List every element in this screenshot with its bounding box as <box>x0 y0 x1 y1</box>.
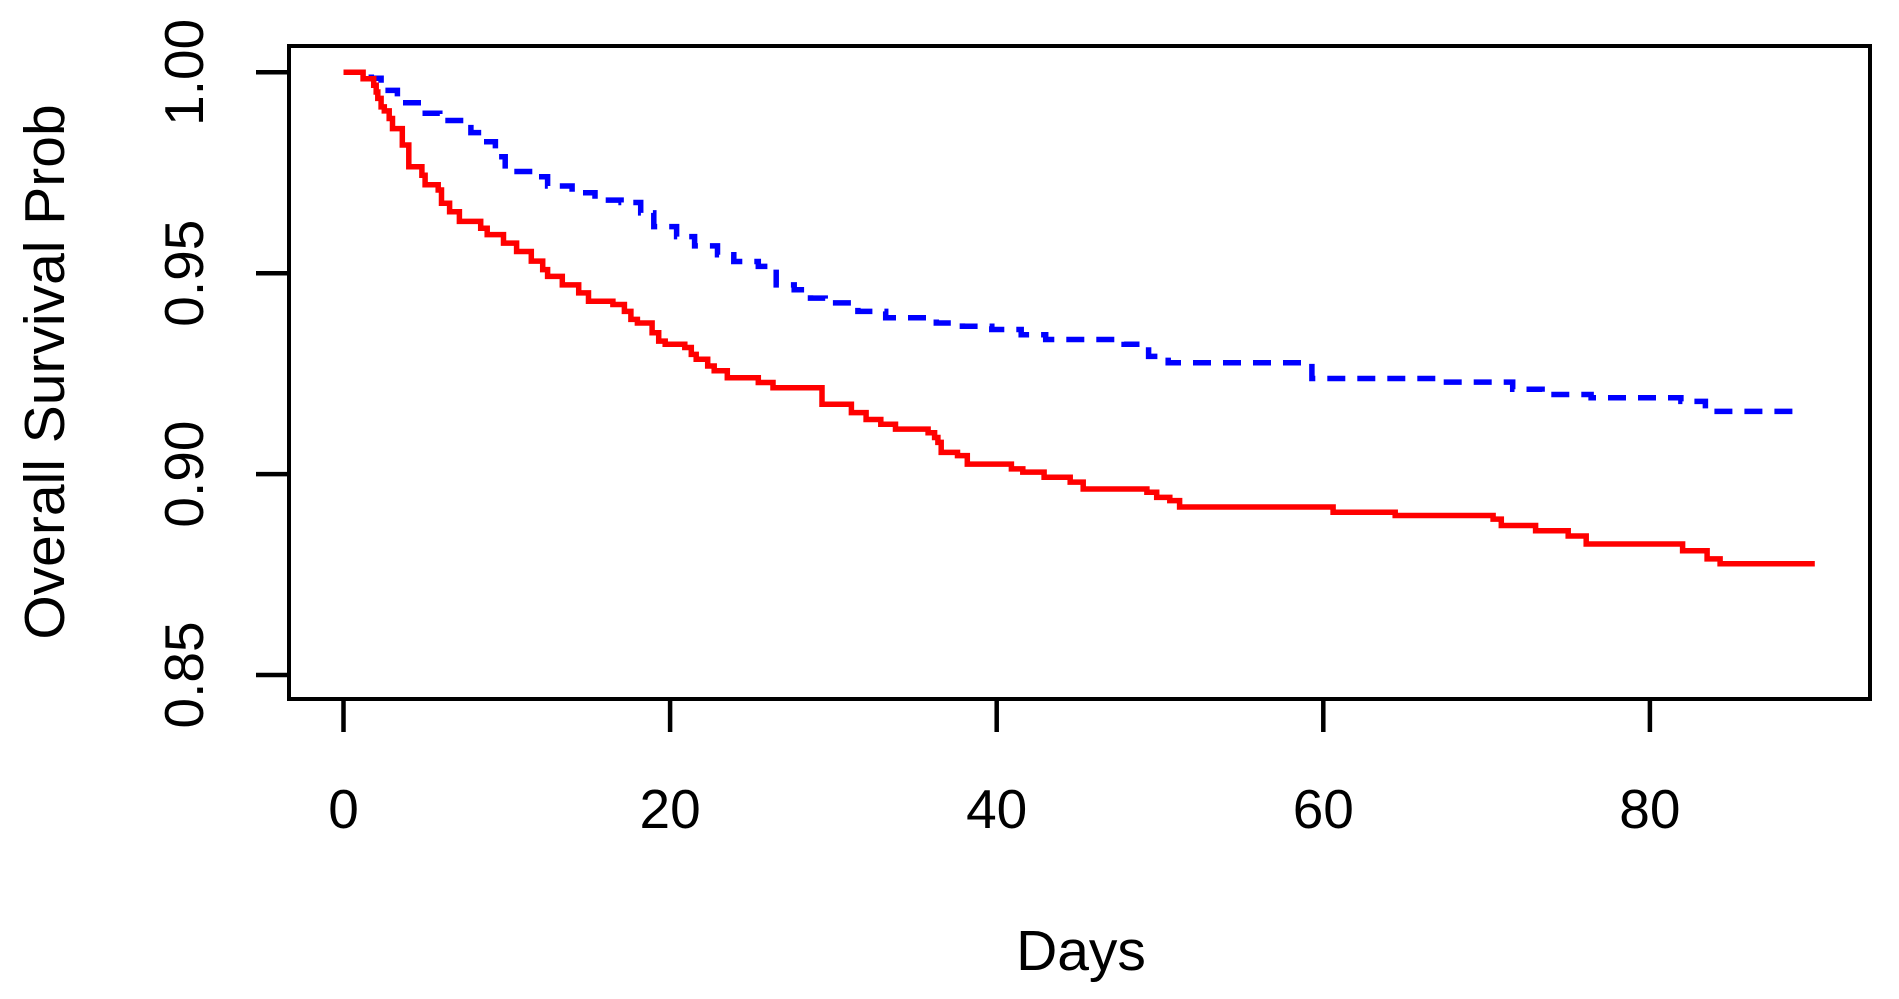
x-axis-tick-label: 40 <box>966 778 1027 840</box>
blue-dashed-survival-curve <box>343 69 1804 415</box>
x-axis-tick-label: 20 <box>640 778 701 840</box>
x-axis-tick-labels: 0 20 40 60 80 <box>328 778 1680 840</box>
y-axis-ticks <box>256 70 289 678</box>
y-axis-tick-label: 1.00 <box>153 19 215 126</box>
x-axis-tick-label: 0 <box>328 778 359 840</box>
y-axis-tick-label: 0.95 <box>153 220 215 327</box>
x-axis-tick-label: 60 <box>1293 778 1354 840</box>
y-axis-label: Overall Survival Prob <box>13 104 77 639</box>
y-axis-tick-label: 0.90 <box>153 421 215 528</box>
plot-border <box>287 44 1872 701</box>
x-axis-label: Days <box>1016 919 1146 983</box>
y-axis-tick-label: 0.85 <box>153 621 215 728</box>
y-axis-tick-labels: 1.00 0.95 0.90 0.85 <box>153 19 215 729</box>
red-solid-survival-curve <box>343 69 1815 567</box>
x-axis-ticks <box>341 699 1653 732</box>
x-axis-tick-label: 80 <box>1619 778 1680 840</box>
